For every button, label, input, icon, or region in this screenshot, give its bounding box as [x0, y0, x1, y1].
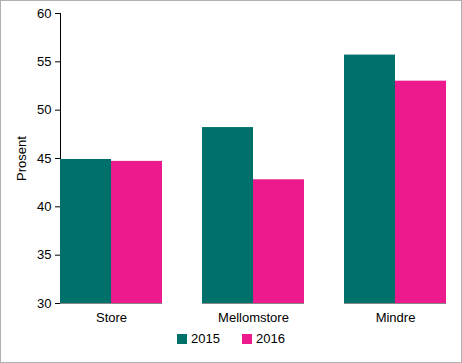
svg-text:60: 60 — [37, 6, 51, 21]
svg-text:45: 45 — [37, 151, 51, 166]
svg-text:Prosent: Prosent — [14, 136, 29, 181]
svg-text:Mellomstore: Mellomstore — [218, 310, 289, 325]
svg-text:50: 50 — [37, 102, 51, 117]
svg-text:Store: Store — [96, 310, 127, 325]
html-text:2015: 2015 — [191, 331, 220, 346]
svg-text:55: 55 — [37, 54, 51, 69]
svg-text:35: 35 — [37, 247, 51, 262]
svg-text:40: 40 — [37, 199, 51, 214]
html-text:2016: 2016 — [256, 331, 285, 346]
svg-text:Mindre: Mindre — [376, 310, 416, 325]
svg-text:30: 30 — [37, 296, 51, 311]
